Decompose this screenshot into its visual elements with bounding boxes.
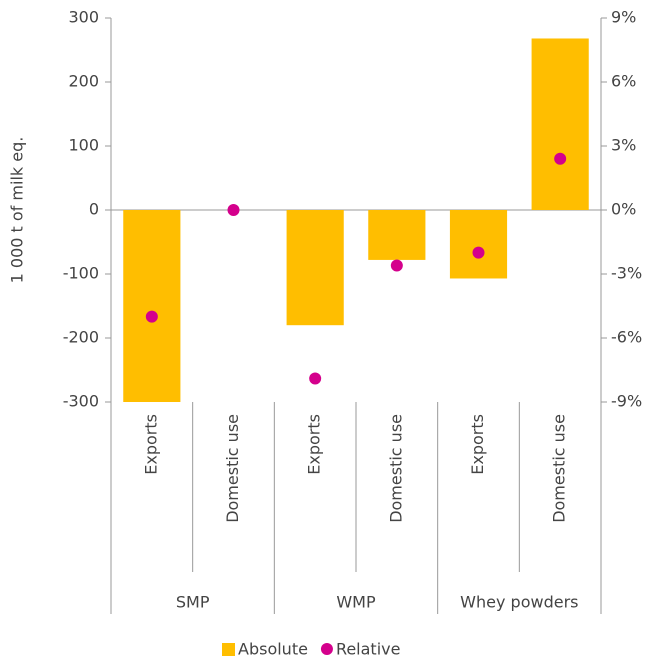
legend-swatch: [320, 643, 333, 655]
dot: [227, 204, 240, 216]
y2-tick-label: 0%: [611, 200, 636, 219]
x-tick-label: Exports: [305, 414, 324, 475]
y-tick-label: -300: [63, 392, 99, 411]
group-label: WMP: [336, 593, 376, 612]
dot: [145, 310, 158, 323]
y2-tick-label: -6%: [611, 328, 642, 347]
y-tick-label: 0: [89, 200, 99, 219]
y-tick-label: -100: [63, 264, 99, 283]
y2-tick-label: 3%: [611, 136, 636, 155]
bar: [123, 210, 181, 402]
dot: [472, 246, 485, 259]
y-axis-label: 1 000 t of milk eq.: [8, 137, 27, 284]
dot: [309, 372, 322, 385]
legend-swatch: [222, 643, 235, 656]
bar: [531, 38, 589, 211]
y-tick-label: 300: [68, 8, 99, 27]
y-tick-label: -200: [63, 328, 99, 347]
group-label: Whey powders: [460, 593, 578, 612]
x-tick-label: Domestic use: [550, 414, 569, 523]
x-tick-label: Exports: [141, 414, 160, 475]
legend-label: Absolute: [238, 640, 308, 659]
x-tick-label: Exports: [468, 414, 487, 475]
x-tick-label: Domestic use: [223, 414, 242, 523]
y2-tick-label: -3%: [611, 264, 642, 283]
group-label: SMP: [176, 593, 210, 612]
x-tick-label: Domestic use: [386, 414, 405, 523]
dot: [390, 259, 403, 272]
bar: [449, 210, 508, 279]
y-tick-label: 200: [68, 72, 99, 91]
y2-tick-label: 6%: [611, 72, 636, 91]
y2-tick-label: -9%: [611, 392, 642, 411]
y-tick-label: 100: [68, 136, 99, 155]
bar: [286, 210, 344, 326]
dot: [554, 152, 567, 165]
bar: [368, 210, 426, 260]
legend-label: Relative: [336, 640, 401, 659]
y2-tick-label: 9%: [611, 8, 636, 27]
